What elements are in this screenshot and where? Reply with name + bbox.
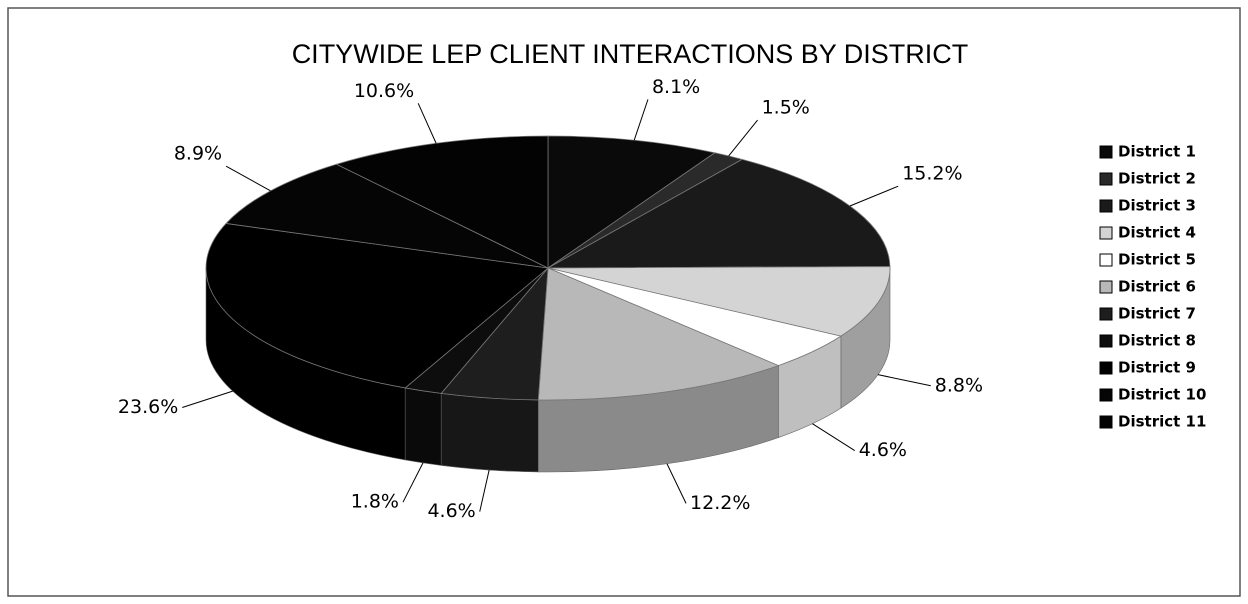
legend-swatch	[1099, 334, 1113, 348]
data-label: 10.6%	[354, 80, 414, 102]
legend-label: District 8	[1118, 332, 1196, 350]
leader-line	[812, 423, 855, 451]
legend-swatch	[1099, 361, 1113, 375]
pie-slice	[225, 163, 549, 269]
pie-side	[404, 387, 442, 466]
chart-title: CITYWIDE LEP CLIENT INTERACTIONS BY DIST…	[292, 39, 969, 69]
legend-swatch	[1099, 172, 1113, 186]
data-label: 12.2%	[690, 492, 750, 514]
pie-tops	[205, 135, 891, 401]
legend: District 1 District 2 District 3 District 4…	[1099, 143, 1206, 431]
leader-line	[225, 165, 271, 192]
leader-line	[479, 469, 490, 512]
legend-swatch	[1099, 145, 1113, 159]
data-label: 23.6%	[118, 396, 178, 418]
legend-swatch	[1099, 307, 1113, 321]
legend-swatch	[1099, 388, 1113, 402]
legend-label: District 5	[1118, 251, 1196, 269]
pie-slice	[537, 267, 780, 401]
data-label: 15.2%	[902, 163, 962, 185]
leader-line	[877, 374, 931, 387]
legend-swatch	[1099, 226, 1113, 240]
leader-line	[417, 103, 437, 144]
leader-line	[666, 463, 687, 504]
legend-swatch	[1099, 199, 1113, 213]
data-label: 4.6%	[859, 439, 907, 461]
data-label: 1.8%	[351, 491, 399, 513]
pie-slice	[335, 135, 549, 269]
leader-line	[849, 185, 899, 207]
pie-slice	[546, 158, 891, 269]
legend-label: District 10	[1118, 386, 1206, 404]
leader-line	[728, 119, 758, 157]
legend-label: District 7	[1118, 305, 1196, 323]
legend-label: District 1	[1118, 143, 1196, 161]
legend-label: District 11	[1118, 413, 1206, 431]
pie-sides	[205, 267, 891, 473]
data-label: 1.5%	[762, 97, 810, 119]
legend-label: District 6	[1118, 278, 1196, 296]
legend-label: District 2	[1118, 170, 1196, 188]
pie-side	[440, 393, 539, 473]
legend-swatch	[1099, 280, 1113, 294]
data-label: 8.8%	[935, 374, 983, 396]
pie-slice	[205, 223, 549, 389]
legend-label: District 4	[1118, 224, 1196, 242]
data-labels: 8.1% 1.5% 15.2% 8.8% 4.6% 12.2% 4.6% 1.8% 23.6% 8…	[118, 76, 983, 522]
leader-line	[633, 99, 649, 141]
pie-slice	[547, 266, 891, 337]
legend-swatch	[1099, 415, 1113, 429]
data-label: 4.6%	[427, 500, 475, 522]
leader-line	[402, 462, 424, 503]
data-label: 8.1%	[652, 76, 700, 98]
data-label: 8.9%	[174, 143, 222, 165]
leader-line	[182, 390, 233, 408]
legend-label: District 3	[1118, 197, 1196, 215]
legend-swatch	[1099, 253, 1113, 267]
legend-label: District 9	[1118, 359, 1196, 377]
